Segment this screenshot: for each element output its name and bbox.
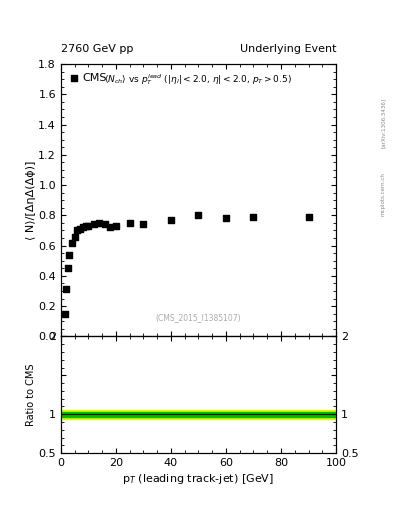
CMS bbox=[66, 250, 72, 259]
CMS bbox=[69, 239, 75, 247]
Text: [arXiv:1306.3436]: [arXiv:1306.3436] bbox=[381, 98, 386, 148]
CMS bbox=[85, 222, 92, 230]
CMS bbox=[168, 216, 174, 224]
CMS bbox=[305, 213, 312, 221]
CMS bbox=[77, 225, 83, 233]
CMS bbox=[250, 213, 257, 221]
CMS bbox=[223, 214, 229, 222]
CMS bbox=[107, 223, 114, 231]
X-axis label: p$_T$ (leading track-jet) [GeV]: p$_T$ (leading track-jet) [GeV] bbox=[123, 472, 274, 486]
Y-axis label: Ratio to CMS: Ratio to CMS bbox=[26, 364, 36, 426]
Y-axis label: ⟨ N⟩/[ΔηΔ(Δϕ)]: ⟨ N⟩/[ΔηΔ(Δϕ)] bbox=[26, 160, 35, 240]
CMS bbox=[127, 219, 133, 227]
CMS bbox=[195, 211, 202, 220]
Text: mcplots.cern.ch: mcplots.cern.ch bbox=[381, 173, 386, 217]
Legend: CMS: CMS bbox=[66, 70, 110, 86]
CMS bbox=[62, 310, 68, 318]
CMS bbox=[140, 220, 147, 228]
CMS bbox=[72, 232, 78, 241]
CMS bbox=[96, 219, 103, 227]
CMS bbox=[80, 223, 86, 231]
CMS bbox=[64, 264, 71, 272]
Text: (CMS_2015_I1385107): (CMS_2015_I1385107) bbox=[156, 313, 241, 322]
CMS bbox=[83, 222, 89, 230]
Text: Underlying Event: Underlying Event bbox=[239, 44, 336, 54]
CMS bbox=[102, 220, 108, 228]
CMS bbox=[113, 222, 119, 230]
CMS bbox=[74, 226, 81, 234]
Text: $\langle N_{ch}\rangle$ vs $p_T^{lead}$ ($|\eta_l|<2.0$, $\eta|<2.0$, $p_T>0.5$): $\langle N_{ch}\rangle$ vs $p_T^{lead}$ … bbox=[105, 72, 292, 87]
CMS bbox=[63, 285, 70, 293]
Text: 2760 GeV pp: 2760 GeV pp bbox=[61, 44, 133, 54]
CMS bbox=[91, 220, 97, 228]
